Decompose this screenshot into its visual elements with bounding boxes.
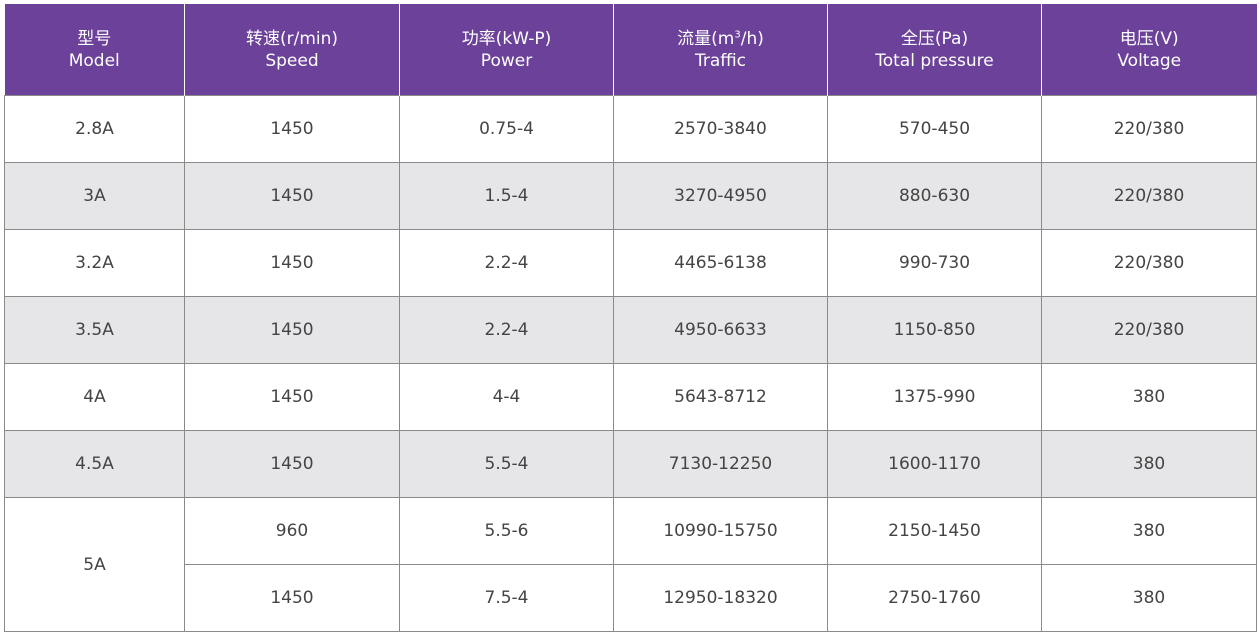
fan-spec-table: 型号 Model 转速(r/min) Speed 功率(kW-P) Power …	[4, 4, 1257, 632]
cell-speed: 1450	[184, 430, 400, 498]
cell-model: 3A	[4, 162, 185, 230]
header-traffic: 流量(m3/h) Traffic	[613, 4, 828, 96]
header-cn-post: /h)	[740, 28, 764, 49]
cell-power: 7.5-4	[399, 564, 614, 632]
table-row: 3.5A 1450 2.2-4 4950-6633 1150-850 220/3…	[4, 296, 1257, 364]
header-cn: 流量(m3/h)	[614, 28, 827, 50]
cell-power: 1.5-4	[399, 162, 614, 230]
table-row: 4.5A 1450 5.5-4 7130-12250 1600-1170 380	[4, 430, 1257, 498]
cell-traffic: 5643-8712	[613, 363, 828, 431]
header-en: Voltage	[1117, 50, 1182, 71]
header-pressure: 全压(Pa) Total pressure	[827, 4, 1042, 96]
cell-model: 5A	[4, 497, 185, 632]
cell-speed: 1450	[184, 564, 400, 632]
cell-pressure: 570-450	[827, 95, 1042, 163]
cell-power: 5.5-6	[399, 497, 614, 565]
header-cn: 全压(Pa)	[900, 28, 969, 49]
header-power: 功率(kW-P) Power	[399, 4, 614, 96]
cell-voltage: 380	[1041, 497, 1257, 565]
header-row: 型号 Model 转速(r/min) Speed 功率(kW-P) Power …	[4, 4, 1257, 96]
header-voltage: 电压(V) Voltage	[1041, 4, 1257, 96]
cell-traffic: 4465-6138	[613, 229, 828, 297]
cell-voltage: 380	[1041, 564, 1257, 632]
header-en: Total pressure	[875, 50, 994, 71]
cell-voltage: 380	[1041, 363, 1257, 431]
header-en: Traffic	[694, 50, 747, 71]
cell-pressure: 990-730	[827, 229, 1042, 297]
cell-power: 2.2-4	[399, 296, 614, 364]
cell-traffic: 10990-15750	[613, 497, 828, 565]
table-row: 3A 1450 1.5-4 3270-4950 880-630 220/380	[4, 162, 1257, 230]
cell-voltage: 380	[1041, 430, 1257, 498]
header-en: Speed	[265, 50, 319, 71]
cell-traffic: 4950-6633	[613, 296, 828, 364]
cell-speed: 1450	[184, 229, 400, 297]
cell-speed: 1450	[184, 296, 400, 364]
header-cn-sup: 3	[734, 28, 741, 40]
cell-speed: 1450	[184, 363, 400, 431]
cell-power: 2.2-4	[399, 229, 614, 297]
cell-speed: 1450	[184, 95, 400, 163]
cell-traffic: 7130-12250	[613, 430, 828, 498]
table-row: 4A 1450 4-4 5643-8712 1375-990 380	[4, 363, 1257, 431]
cell-traffic: 3270-4950	[613, 162, 828, 230]
cell-voltage: 220/380	[1041, 296, 1257, 364]
header-cn: 电压(V)	[1119, 28, 1179, 49]
table-row: 1450 7.5-4 12950-18320 2750-1760 380	[5, 564, 1257, 632]
cell-voltage: 220/380	[1041, 162, 1257, 230]
cell-pressure: 2750-1760	[827, 564, 1042, 632]
cell-pressure: 1600-1170	[827, 430, 1042, 498]
header-en: Model	[68, 50, 120, 71]
cell-traffic: 2570-3840	[613, 95, 828, 163]
header-cn-pre: 流量(m	[677, 28, 735, 49]
cell-model: 2.8A	[4, 95, 185, 163]
cell-power: 0.75-4	[399, 95, 614, 163]
cell-voltage: 220/380	[1041, 95, 1257, 163]
cell-model: 3.2A	[4, 229, 185, 297]
cell-model: 3.5A	[4, 296, 185, 364]
header-cn: 型号	[77, 28, 112, 49]
cell-model: 4A	[4, 363, 185, 431]
table-row: 2.8A 1450 0.75-4 2570-3840 570-450 220/3…	[4, 95, 1257, 163]
header-en: Power	[480, 50, 533, 71]
cell-voltage: 220/380	[1041, 229, 1257, 297]
cell-pressure: 880-630	[827, 162, 1042, 230]
table-row: 3.2A 1450 2.2-4 4465-6138 990-730 220/38…	[4, 229, 1257, 297]
header-cn: 转速(r/min)	[245, 28, 339, 49]
cell-power: 5.5-4	[399, 430, 614, 498]
header-cn: 功率(kW-P)	[461, 28, 552, 49]
cell-pressure: 1150-850	[827, 296, 1042, 364]
cell-pressure: 1375-990	[827, 363, 1042, 431]
spec-table-container: 型号 Model 转速(r/min) Speed 功率(kW-P) Power …	[4, 4, 1257, 632]
cell-speed: 960	[184, 497, 400, 565]
cell-model: 4.5A	[4, 430, 185, 498]
cell-pressure: 2150-1450	[827, 497, 1042, 565]
cell-speed: 1450	[184, 162, 400, 230]
header-model: 型号 Model	[4, 4, 185, 96]
cell-power: 4-4	[399, 363, 614, 431]
table-row: 5A 960 5.5-6 10990-15750 2150-1450 380	[4, 497, 1257, 632]
cell-traffic: 12950-18320	[613, 564, 828, 632]
header-speed: 转速(r/min) Speed	[184, 4, 400, 96]
